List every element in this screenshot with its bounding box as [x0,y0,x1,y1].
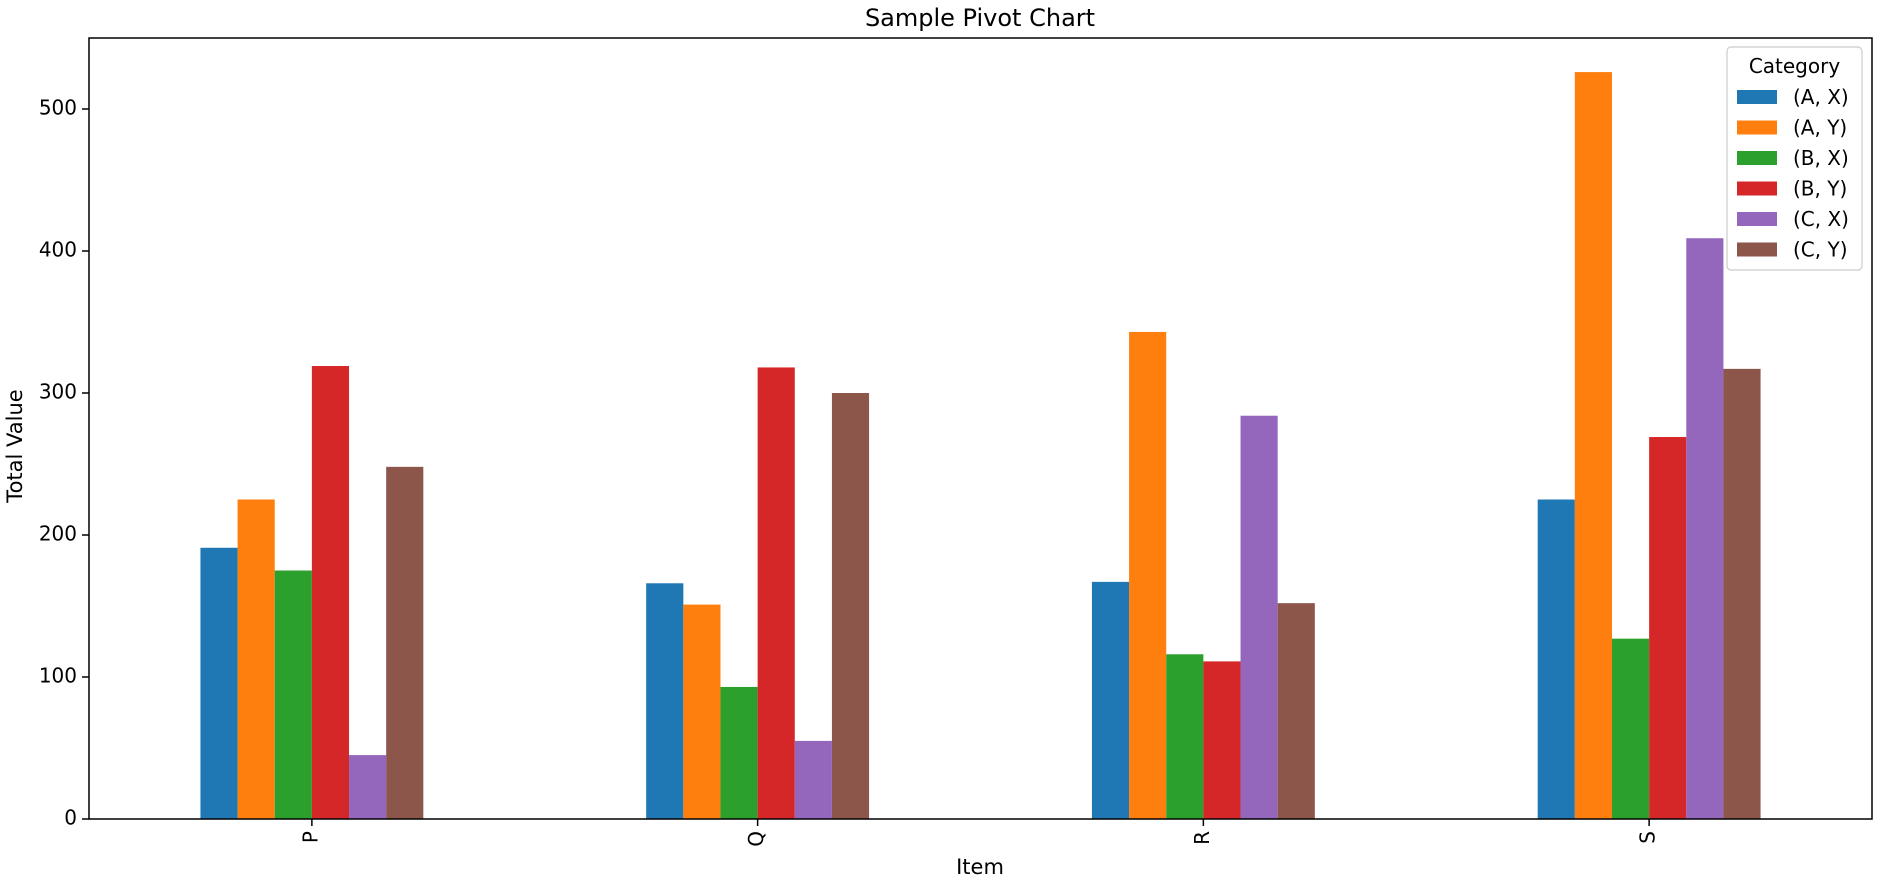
bar-P-2 [274,570,312,819]
bar-S-2 [1611,638,1650,819]
bar-Q-3 [757,367,795,819]
bar-Q-1 [683,604,721,819]
legend-entry-label: (A, X) [1793,85,1849,109]
bars-layer [200,72,1761,820]
x-axis-label: Item [956,855,1004,879]
bar-P-0 [200,547,238,819]
legend-swatch [1737,212,1777,226]
legend-entry-label: (B, X) [1793,146,1849,170]
y-tick-label: 300 [39,380,77,404]
legend-title: Category [1749,54,1841,78]
y-tick-label: 0 [64,806,77,830]
legend-swatch [1737,151,1777,165]
x-tick-label: R [1190,831,1214,845]
bar-S-5 [1723,368,1761,819]
legend-entry-label: (A, Y) [1793,116,1847,140]
bar-S-4 [1686,238,1724,820]
bar-S-0 [1537,499,1575,819]
legend-entry-label: (C, Y) [1793,238,1848,262]
legend-swatch [1737,242,1777,257]
legend-swatch [1737,90,1777,104]
plot-frame [88,37,1873,820]
bar-Q-5 [831,393,870,819]
axes-layer: P Q R S 0 100 200 300 400 500 [39,37,1873,847]
bar-P-3 [311,366,350,819]
x-tick-label: P [298,831,322,843]
chart-title: Sample Pivot Chart [865,4,1095,32]
y-tick-label: 500 [39,96,77,120]
y-tick-label: 400 [39,238,77,262]
bar-P-4 [349,755,387,819]
x-tick-label: S [1636,831,1660,844]
bar-P-5 [386,466,424,819]
legend: Category (A, X) (A, Y) (B, X) (B, Y) (C, X) (C… [1726,46,1863,271]
y-tick-label: 100 [39,664,77,688]
legend-swatch [1737,181,1777,196]
legend-entry-label: (C, X) [1793,207,1849,231]
bar-R-4 [1240,415,1278,819]
bar-R-3 [1203,661,1241,819]
y-tick-label: 200 [39,522,77,546]
bar-Q-2 [720,686,758,819]
y-axis-label: Total Value [3,389,27,503]
bar-R-1 [1129,331,1167,819]
bar-R-5 [1277,603,1315,819]
bar-R-2 [1166,654,1204,819]
x-tick-label: Q [744,831,768,847]
bar-Q-0 [646,583,684,819]
legend-swatch [1737,120,1777,135]
bar-P-1 [237,499,275,819]
legend-entry-label: (B, Y) [1793,177,1847,201]
bar-Q-4 [794,740,832,819]
bar-S-1 [1574,72,1612,819]
bar-R-0 [1091,581,1130,819]
bar-S-3 [1649,437,1687,819]
